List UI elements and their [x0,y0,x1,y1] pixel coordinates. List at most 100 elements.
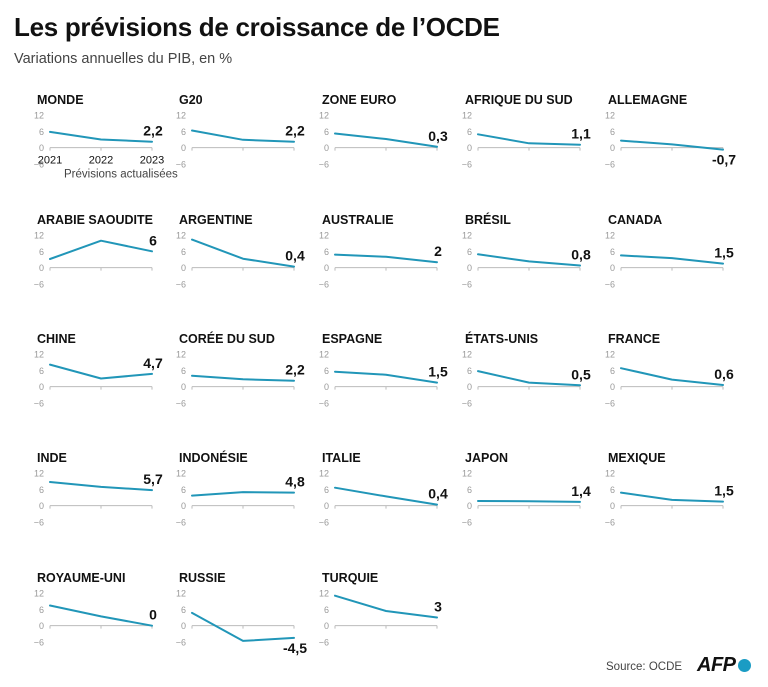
panel-title: CHINE [37,332,76,346]
y-tick-label: −6 [34,399,44,409]
panel-title: AFRIQUE DU SUD [465,93,573,107]
panel-title: MEXIQUE [608,451,666,465]
data-label: 0,8 [571,246,591,262]
panel-title: INDONÉSIE [179,450,248,465]
data-label: 1,5 [714,483,734,499]
y-tick-label: −6 [176,518,186,528]
chart-title: Les prévisions de croissance de l’OCDE [14,12,500,42]
y-tick-label: 0 [181,621,186,631]
y-tick-label: 6 [181,605,186,615]
y-tick-label: 12 [605,231,615,241]
data-label: 0,4 [428,486,448,502]
series-line [477,500,581,503]
y-tick-label: −6 [462,160,472,170]
afp-logo-text: AFP [697,654,736,676]
y-tick-label: 6 [324,247,329,257]
panel-title: ARGENTINE [179,213,253,227]
y-tick-label: 6 [324,127,329,137]
y-tick-label: 0 [467,263,472,273]
panel-mexique: MEXIQUE 12 6 0 −6 1,5 [605,451,734,528]
y-tick-label: 12 [176,589,186,599]
y-tick-label: 12 [176,469,186,479]
x-tick-label: 2023 [140,155,164,167]
y-tick-label: 0 [324,382,329,392]
panel-italie: ITALIE 12 6 0 −6 0,4 [319,451,448,528]
x-tick-label: 2021 [38,155,62,167]
y-tick-label: 6 [324,366,329,376]
y-tick-label: 6 [181,366,186,376]
y-tick-label: 12 [462,231,472,241]
panel-arabie-saoudite: ARABIE SAOUDITE 12 6 0 −6 6 [34,213,157,290]
data-label: -0,7 [712,152,736,168]
y-tick-label: 12 [462,111,472,121]
y-tick-label: 0 [181,501,186,511]
data-label: 2,2 [285,123,305,139]
y-tick-label: −6 [462,399,472,409]
y-tick-label: 6 [610,485,615,495]
panel-title: RUSSIE [179,571,226,585]
series-line [49,604,153,627]
y-tick-label: −6 [176,638,186,648]
series-line [191,374,295,382]
y-tick-label: 0 [610,382,615,392]
y-tick-label: −6 [319,518,329,528]
panel-allemagne: ALLEMAGNE 12 6 0 −6 -0,7 [605,93,737,170]
y-tick-label: −6 [605,399,615,409]
y-tick-label: 6 [324,485,329,495]
y-tick-label: 12 [319,111,329,121]
panel-title: INDE [37,451,67,465]
series-line [49,363,153,380]
y-tick-label: −6 [319,160,329,170]
y-tick-label: 0 [39,263,44,273]
y-tick-label: 0 [181,382,186,392]
y-tick-label: 0 [39,621,44,631]
y-tick-label: 12 [462,350,472,360]
panel-title: CORÉE DU SUD [179,331,275,346]
y-tick-label: −6 [319,638,329,648]
y-tick-label: −6 [34,638,44,648]
panel-title: ROYAUME-UNI [37,571,125,585]
panel-title: G20 [179,93,203,107]
series-line [620,491,724,503]
data-label: 2,2 [285,362,305,378]
data-label: -4,5 [283,640,307,656]
data-label: 2 [434,243,442,259]
y-tick-label: −6 [605,518,615,528]
data-label: 0 [149,607,157,623]
panel-title: FRANCE [608,332,660,346]
data-label: 2,2 [143,123,163,139]
data-label: 1,5 [714,245,734,261]
source-note: Source: OCDE [606,661,683,673]
data-label: 0,6 [714,366,734,382]
y-tick-label: 0 [181,263,186,273]
panel-br-sil: BRÉSIL 12 6 0 −6 0,8 [462,212,591,290]
y-tick-label: 0 [39,501,44,511]
panel-australie: AUSTRALIE 12 6 0 −6 2 [319,213,442,290]
panel-cor-e-du-sud: CORÉE DU SUD 12 6 0 −6 2,2 [176,331,305,409]
y-tick-label: 6 [39,366,44,376]
panel-monde: MONDE 12 6 0 −6 2,2 2021 2022 2023 Prévisions act… [34,93,178,181]
y-tick-label: 6 [181,247,186,257]
panel-title: CANADA [608,213,662,227]
y-tick-label: 0 [324,501,329,511]
y-tick-label: 6 [467,127,472,137]
y-tick-label: 6 [610,366,615,376]
y-tick-label: 12 [319,469,329,479]
y-tick-label: −6 [319,399,329,409]
y-tick-label: 6 [39,247,44,257]
data-label: 6 [149,232,157,248]
y-tick-label: 6 [610,247,615,257]
panel-japon: JAPON 12 6 0 −6 1,4 [462,451,591,528]
y-tick-label: −6 [319,280,329,290]
panel-title: MONDE [37,93,84,107]
data-label: 0,4 [285,248,305,264]
series-line [334,594,438,619]
y-tick-label: 0 [467,501,472,511]
y-tick-label: 6 [610,127,615,137]
series-line [191,129,295,143]
y-tick-label: −6 [176,160,186,170]
chart-subtitle: Variations annuelles du PIB, en % [14,51,233,67]
data-label: 1,1 [571,126,591,142]
series-line [49,130,153,143]
